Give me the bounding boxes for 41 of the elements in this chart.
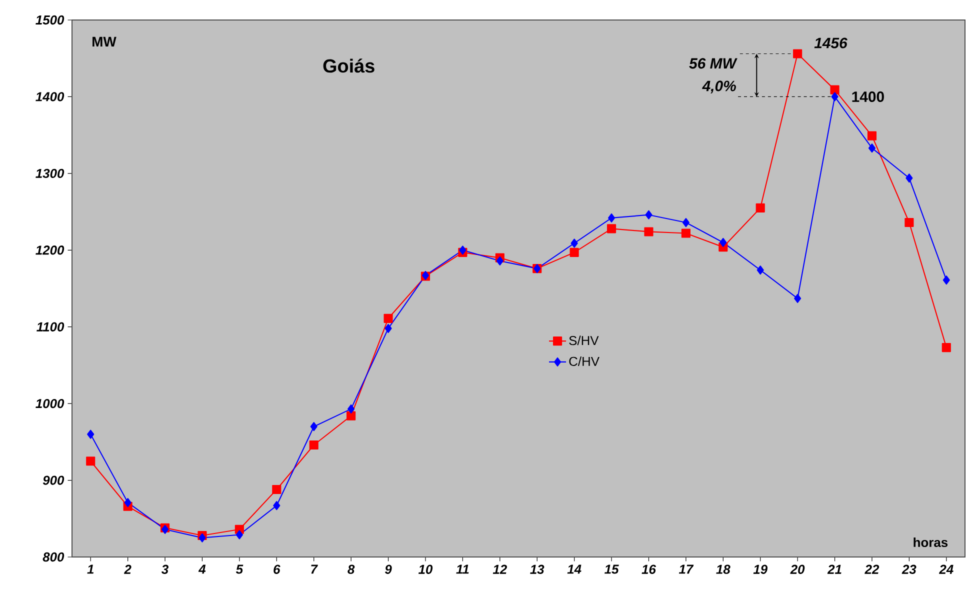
x-tick-label: 19 [753, 564, 768, 574]
y-tick-label: 900 [42, 476, 64, 485]
y-tick-label: 1500 [36, 15, 64, 25]
x-tick-label: 14 [567, 564, 582, 574]
y-tick-label: 1000 [36, 398, 64, 408]
legend-label: S/HV [569, 336, 599, 346]
y-tick-label: 1100 [36, 322, 64, 332]
x-tick-label: 9 [384, 564, 392, 574]
x-tick-label: 21 [827, 564, 842, 574]
y-tick-label: 800 [42, 552, 64, 562]
annotation: 1456 [814, 38, 848, 48]
x-tick-label: 17 [678, 564, 694, 574]
text: Goiás [323, 58, 374, 73]
x-tick-label: 15 [604, 564, 619, 574]
x-tick-label: 10 [418, 564, 433, 574]
y-tick-label: 1300 [36, 168, 64, 178]
y-tick-label: 1400 [36, 92, 64, 102]
x-tick-label: 16 [642, 564, 656, 574]
x-axis-title: horas [914, 538, 948, 548]
x-tick-label: 18 [716, 564, 730, 574]
x-tick-label: 23 [902, 564, 916, 574]
annotation: 56 MW [689, 58, 738, 69]
x-tick-label: 24 [939, 564, 954, 574]
y-axis-title: MW [92, 36, 116, 47]
x-tick-label: 12 [492, 564, 507, 574]
x-tick-label: 6 [274, 564, 280, 574]
x-tick-label: 13 [530, 564, 544, 574]
x-tick-label: 11 [456, 564, 469, 574]
x-tick-label: 1 [87, 564, 94, 574]
x-tick-label: 3 [162, 564, 168, 574]
x-tick-label: 20 [790, 564, 805, 574]
x-tick-label: 4 [198, 564, 206, 574]
annotation: 1400 [852, 91, 884, 102]
x-tick-label: 8 [348, 564, 355, 574]
annotation: 4,0% [702, 80, 736, 94]
x-tick-label: 2 [124, 564, 132, 574]
x-tick-label: 22 [864, 564, 880, 574]
legend-label: C/HV [569, 356, 600, 366]
y-tick-label: 1200 [36, 246, 64, 255]
x-tick-label: 7 [311, 564, 318, 574]
x-tick-label: 5 [236, 564, 244, 574]
